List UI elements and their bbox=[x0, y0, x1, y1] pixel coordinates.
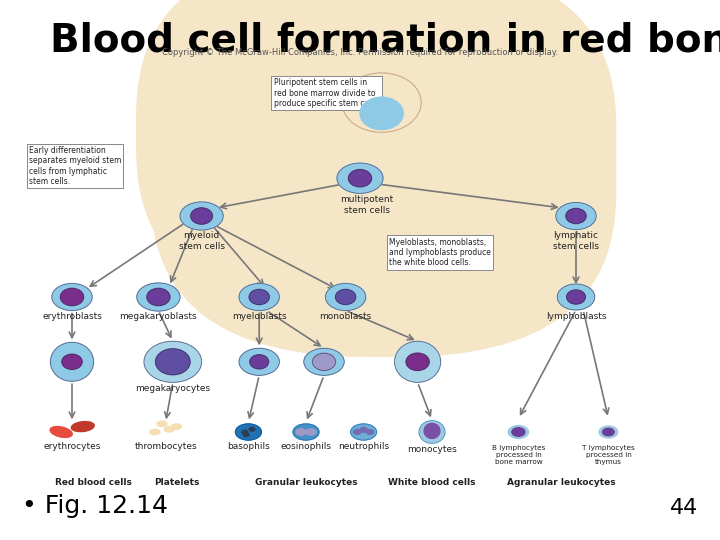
Ellipse shape bbox=[567, 290, 585, 304]
Ellipse shape bbox=[360, 428, 367, 432]
Ellipse shape bbox=[150, 429, 160, 435]
Ellipse shape bbox=[556, 202, 596, 230]
Ellipse shape bbox=[50, 342, 94, 381]
Text: myeloid
stem cells: myeloid stem cells bbox=[179, 231, 225, 251]
Ellipse shape bbox=[52, 284, 92, 310]
Text: White blood cells: White blood cells bbox=[388, 478, 476, 487]
Text: myeloblasts: myeloblasts bbox=[232, 312, 287, 321]
Ellipse shape bbox=[144, 341, 202, 382]
Ellipse shape bbox=[71, 422, 94, 431]
Text: erythrocytes: erythrocytes bbox=[43, 442, 101, 451]
Ellipse shape bbox=[566, 208, 586, 224]
Ellipse shape bbox=[249, 428, 255, 431]
Ellipse shape bbox=[312, 353, 336, 370]
Ellipse shape bbox=[348, 170, 372, 187]
Text: 44: 44 bbox=[670, 498, 698, 518]
FancyBboxPatch shape bbox=[137, 0, 598, 313]
Text: B lymphocytes
processed in
bone marrow: B lymphocytes processed in bone marrow bbox=[492, 445, 545, 465]
Text: multipotent
stem cells: multipotent stem cells bbox=[341, 195, 394, 215]
Ellipse shape bbox=[337, 163, 383, 193]
Ellipse shape bbox=[293, 424, 319, 440]
FancyBboxPatch shape bbox=[349, 89, 428, 132]
Ellipse shape bbox=[508, 426, 528, 438]
Text: Myeloblasts, monoblasts,
and lymphoblasts produce
the white blood cells.: Myeloblasts, monoblasts, and lymphoblast… bbox=[389, 238, 490, 267]
Ellipse shape bbox=[50, 427, 72, 437]
Ellipse shape bbox=[306, 429, 316, 435]
Ellipse shape bbox=[62, 354, 82, 369]
Ellipse shape bbox=[512, 428, 525, 436]
Ellipse shape bbox=[325, 284, 366, 310]
Text: basophils: basophils bbox=[227, 442, 270, 451]
Ellipse shape bbox=[164, 427, 174, 432]
Text: lymphatic
stem cells: lymphatic stem cells bbox=[553, 231, 599, 251]
Text: Copyright © The McGraw-Hill Companies, Inc. Permission required for reproduction: Copyright © The McGraw-Hill Companies, I… bbox=[162, 48, 558, 57]
Ellipse shape bbox=[599, 426, 618, 438]
Circle shape bbox=[342, 73, 421, 132]
Text: erythroblasts: erythroblasts bbox=[42, 312, 102, 321]
Ellipse shape bbox=[239, 284, 279, 310]
Ellipse shape bbox=[366, 430, 374, 434]
Text: Granular leukocytes: Granular leukocytes bbox=[255, 478, 357, 487]
Text: Early differentiation
separates myeloid stem
cells from lymphatic
stem cells.: Early differentiation separates myeloid … bbox=[29, 146, 121, 186]
Ellipse shape bbox=[603, 428, 614, 436]
Text: megakaryoblasts: megakaryoblasts bbox=[120, 312, 197, 321]
Ellipse shape bbox=[406, 353, 429, 370]
Ellipse shape bbox=[249, 289, 269, 305]
Text: neutrophils: neutrophils bbox=[338, 442, 390, 451]
Ellipse shape bbox=[137, 283, 180, 311]
Ellipse shape bbox=[296, 429, 306, 435]
Circle shape bbox=[360, 97, 403, 130]
Ellipse shape bbox=[60, 288, 84, 306]
Text: Pluripotent stem cells in
red bone marrow divide to
produce specific stem cells.: Pluripotent stem cells in red bone marro… bbox=[274, 78, 379, 108]
Ellipse shape bbox=[180, 202, 223, 230]
Text: lymphoblasts: lymphoblasts bbox=[546, 312, 606, 321]
Ellipse shape bbox=[395, 341, 441, 382]
Ellipse shape bbox=[351, 424, 377, 440]
Ellipse shape bbox=[304, 348, 344, 375]
Ellipse shape bbox=[239, 348, 279, 375]
FancyBboxPatch shape bbox=[151, 0, 616, 356]
Text: monocytes: monocytes bbox=[407, 445, 457, 454]
Ellipse shape bbox=[157, 421, 167, 427]
Text: T lymphocytes
processed in
thymus: T lymphocytes processed in thymus bbox=[582, 445, 635, 465]
Ellipse shape bbox=[557, 284, 595, 310]
Ellipse shape bbox=[419, 421, 445, 443]
Ellipse shape bbox=[171, 424, 181, 429]
Text: monoblasts: monoblasts bbox=[320, 312, 372, 321]
Ellipse shape bbox=[235, 424, 261, 440]
Text: eosinophils: eosinophils bbox=[281, 442, 331, 451]
Ellipse shape bbox=[243, 433, 249, 436]
Ellipse shape bbox=[242, 430, 248, 434]
Text: Agranular leukocytes: Agranular leukocytes bbox=[508, 478, 616, 487]
Ellipse shape bbox=[424, 423, 440, 438]
Text: megakaryocytes: megakaryocytes bbox=[135, 384, 210, 394]
Ellipse shape bbox=[336, 289, 356, 305]
Text: Platelets: Platelets bbox=[153, 478, 199, 487]
Ellipse shape bbox=[354, 430, 361, 434]
Text: thrombocytes: thrombocytes bbox=[135, 442, 197, 451]
Ellipse shape bbox=[156, 349, 190, 375]
Ellipse shape bbox=[191, 208, 212, 224]
Ellipse shape bbox=[250, 355, 269, 369]
Text: Blood cell formation in red bone marrow: Blood cell formation in red bone marrow bbox=[50, 22, 720, 59]
Text: • Fig. 12.14: • Fig. 12.14 bbox=[22, 495, 168, 518]
Text: Red blood cells: Red blood cells bbox=[55, 478, 132, 487]
Ellipse shape bbox=[147, 288, 170, 306]
